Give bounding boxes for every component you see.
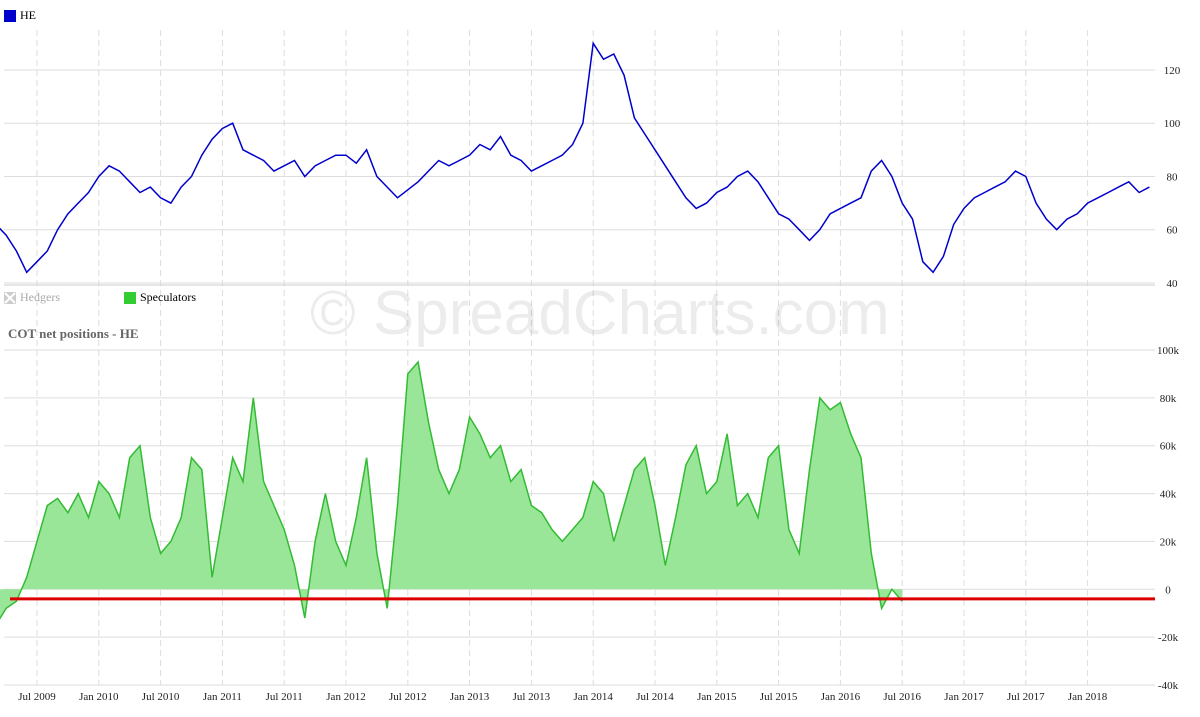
- legend-hedgers[interactable]: Hedgers: [4, 290, 60, 305]
- cot-y-tick-label: -20k: [1158, 632, 1179, 644]
- x-tick-label: Jan 2017: [944, 691, 984, 703]
- price-series-line: [0, 41, 1150, 274]
- legend-speculators[interactable]: Speculators: [124, 290, 196, 305]
- x-tick-label: Jul 2014: [636, 691, 674, 703]
- cot-y-axis: -40k -20k 0 20k 40k 60k 80k 100k: [1157, 345, 1180, 692]
- legend-hedgers-swatch: [4, 291, 16, 304]
- x-tick-label: Jul 2017: [1007, 691, 1045, 703]
- price-y-tick-label: 80: [1167, 171, 1179, 183]
- x-tick-label: Jul 2012: [389, 691, 427, 703]
- price-y-tick-label: 100: [1164, 118, 1181, 130]
- cot-chart-title: COT net positions - HE: [8, 326, 139, 341]
- x-tick-label: Jan 2010: [79, 691, 119, 703]
- x-tick-label: Jan 2014: [573, 691, 613, 703]
- watermark: © SpreadCharts.com: [310, 279, 890, 348]
- cot-y-tick-label: 40k: [1160, 489, 1177, 501]
- x-tick-label: Jul 2015: [760, 691, 798, 703]
- price-y-axis: 40 60 80 100 120: [1164, 65, 1181, 290]
- x-tick-label: Jan 2016: [821, 691, 861, 703]
- cot-y-tick-label: 0: [1165, 584, 1171, 596]
- speculators-area-fill: [0, 362, 903, 619]
- cot-y-tick-label: -40k: [1158, 680, 1179, 692]
- cot-y-tick-label: 100k: [1157, 345, 1180, 357]
- legend-he[interactable]: HE: [4, 8, 36, 23]
- legend-he-label: HE: [20, 8, 36, 22]
- legend-speculators-swatch: [124, 291, 136, 304]
- x-tick-label: Jan 2013: [450, 691, 490, 703]
- cot-y-tick-label: 80k: [1160, 393, 1177, 405]
- speculators-series-line: [0, 360, 903, 620]
- x-tick-label: Jan 2011: [203, 691, 242, 703]
- cot-y-tick-label: 60k: [1160, 441, 1177, 453]
- x-tick-label: Jul 2010: [142, 691, 180, 703]
- legend-speculators-label: Speculators: [140, 290, 196, 304]
- price-plot: [0, 41, 1150, 274]
- legend-he-swatch: [4, 9, 16, 22]
- price-y-tick-label: 60: [1167, 225, 1179, 237]
- cot-plot: [0, 360, 1155, 620]
- legend-hedgers-label: Hedgers: [20, 290, 60, 304]
- x-tick-label: Jan 2018: [1068, 691, 1108, 703]
- price-y-tick-label: 120: [1164, 65, 1181, 77]
- x-tick-label: Jul 2011: [266, 691, 303, 703]
- x-tick-label: Jan 2015: [697, 691, 737, 703]
- x-tick-label: Jul 2016: [883, 691, 921, 703]
- price-y-tick-label: 40: [1167, 278, 1179, 290]
- cot-y-tick-label: 20k: [1160, 536, 1177, 548]
- x-tick-label: Jul 2013: [513, 691, 551, 703]
- x-axis: Jul 2009 Jan 2010 Jul 2010 Jan 2011 Jul 2011…: [18, 691, 1108, 703]
- x-tick-label: Jan 2012: [326, 691, 365, 703]
- x-tick-label: Jul 2009: [18, 691, 56, 703]
